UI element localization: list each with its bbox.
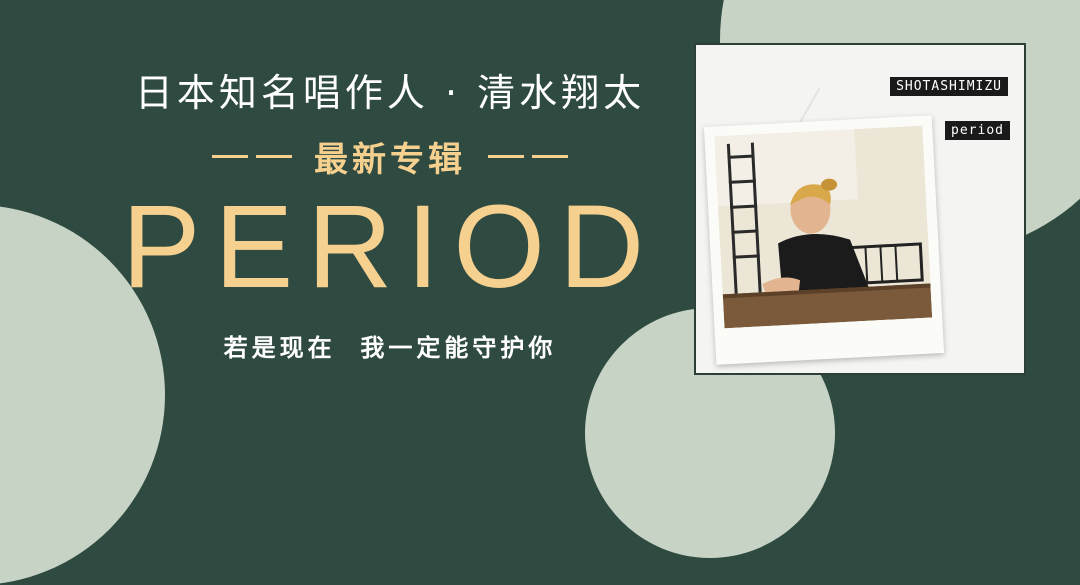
polaroid-photo bbox=[703, 115, 945, 365]
tag-divider-left bbox=[212, 155, 292, 158]
new-album-tag: 最新专辑 bbox=[100, 132, 680, 181]
tag-divider-right bbox=[488, 155, 568, 158]
album-title: PERIOD bbox=[121, 181, 659, 313]
artist-subtitle: 日本知名唱作人 · 清水翔太 bbox=[134, 71, 646, 115]
tagline: 若是现在 我一定能守护你 bbox=[223, 334, 557, 362]
artist-photo bbox=[714, 125, 933, 329]
album-cover[interactable]: SHOTASHIMIZU period bbox=[694, 43, 1026, 375]
cover-label-title: period bbox=[945, 121, 1010, 140]
tag-label: 最新专辑 bbox=[314, 140, 466, 180]
cover-label-artist: SHOTASHIMIZU bbox=[890, 77, 1008, 96]
artist-portrait-illustration bbox=[714, 125, 933, 329]
